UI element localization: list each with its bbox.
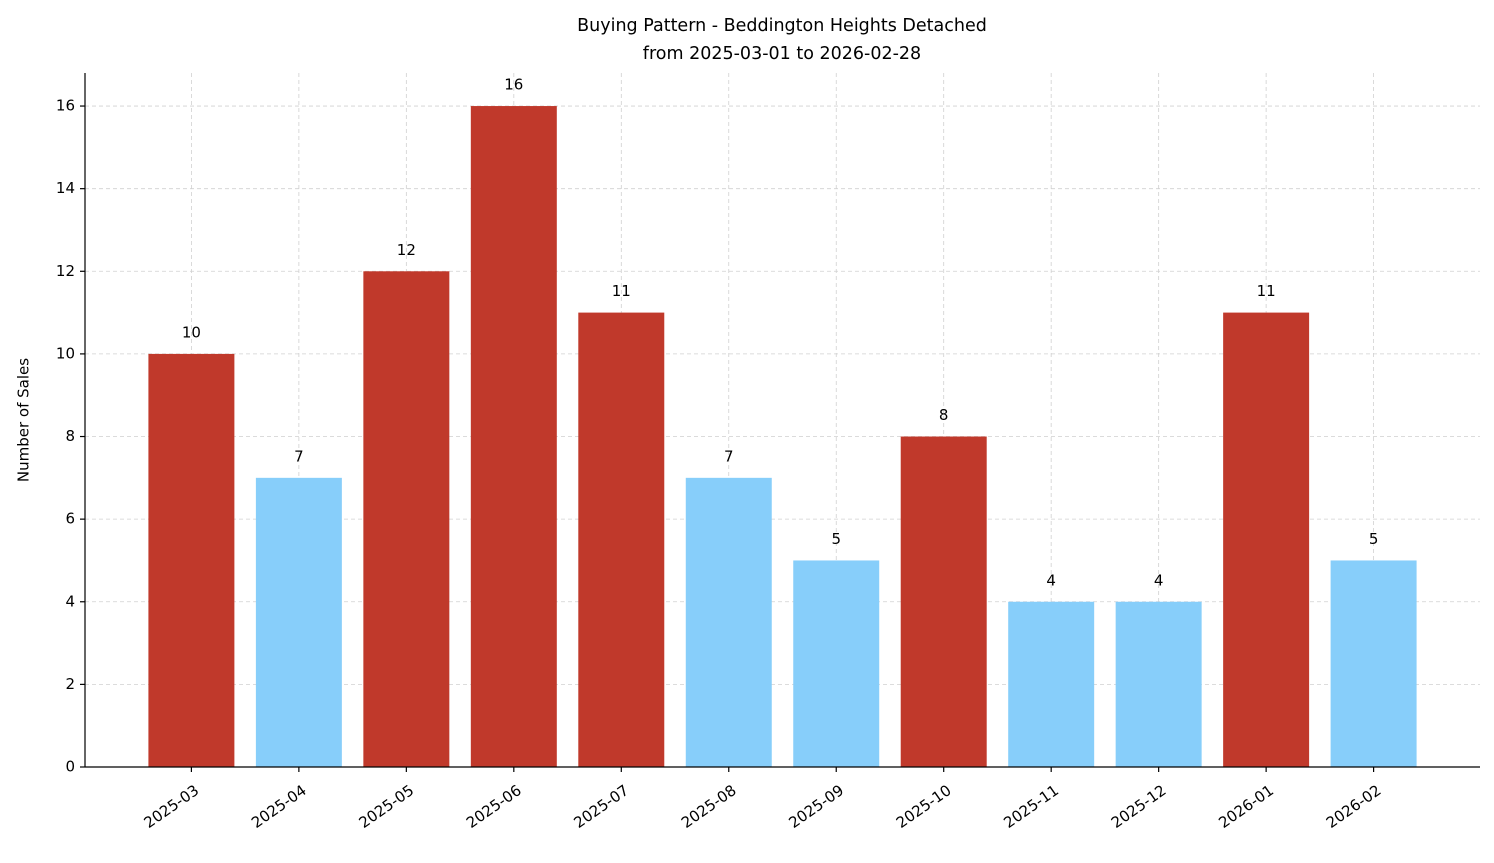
x-tick-label: 2025-08 — [678, 781, 740, 832]
y-axis-label: Number of Sales — [15, 358, 33, 482]
x-tick-label: 2025-10 — [893, 781, 955, 832]
y-tick-label: 14 — [56, 179, 75, 197]
bar — [578, 312, 665, 767]
y-tick-label: 4 — [65, 592, 75, 610]
y-tick-label: 6 — [65, 510, 75, 528]
y-tick-label: 12 — [56, 262, 75, 280]
x-tick-label: 2025-04 — [248, 781, 310, 832]
bar — [1223, 312, 1310, 767]
data-label: 5 — [1369, 530, 1379, 548]
bar — [1008, 601, 1095, 767]
x-tick-label: 2026-02 — [1323, 781, 1385, 832]
chart-subtitle: from 2025-03-01 to 2026-02-28 — [643, 44, 921, 64]
data-label: 4 — [1046, 571, 1056, 589]
data-label: 16 — [504, 76, 523, 94]
data-label: 10 — [182, 323, 201, 341]
bar — [1330, 560, 1417, 767]
x-tick-label: 2025-06 — [463, 781, 525, 832]
bar — [148, 353, 235, 767]
x-tick-label: 2025-03 — [141, 781, 203, 832]
data-label: 5 — [831, 530, 841, 548]
chart-title: Buying Pattern - Beddington Heights Deta… — [577, 16, 987, 36]
y-tick-label: 0 — [65, 758, 75, 776]
bar — [793, 560, 880, 767]
y-tick-label: 8 — [65, 427, 75, 445]
data-label: 11 — [1257, 282, 1276, 300]
x-tick-label: 2025-12 — [1108, 781, 1170, 832]
data-label: 4 — [1154, 571, 1164, 589]
x-tick-label: 2025-05 — [356, 781, 418, 832]
bar — [470, 106, 557, 768]
bar — [685, 477, 772, 767]
y-tick-label: 16 — [56, 97, 75, 115]
data-label: 11 — [612, 282, 631, 300]
x-tick-label: 2025-09 — [785, 781, 847, 832]
y-tick-label: 2 — [65, 675, 75, 693]
x-tick-label: 2025-07 — [570, 781, 632, 832]
data-label: 7 — [724, 447, 734, 465]
bar — [900, 436, 987, 767]
data-label: 8 — [939, 406, 949, 424]
y-tick-label: 10 — [56, 344, 75, 362]
data-label: 7 — [294, 447, 304, 465]
x-tick-label: 2025-11 — [1000, 781, 1062, 832]
bar — [363, 271, 450, 767]
data-label: 12 — [397, 241, 416, 259]
bar — [255, 477, 342, 767]
x-tick-label: 2026-01 — [1215, 781, 1277, 832]
bar — [1115, 601, 1202, 767]
